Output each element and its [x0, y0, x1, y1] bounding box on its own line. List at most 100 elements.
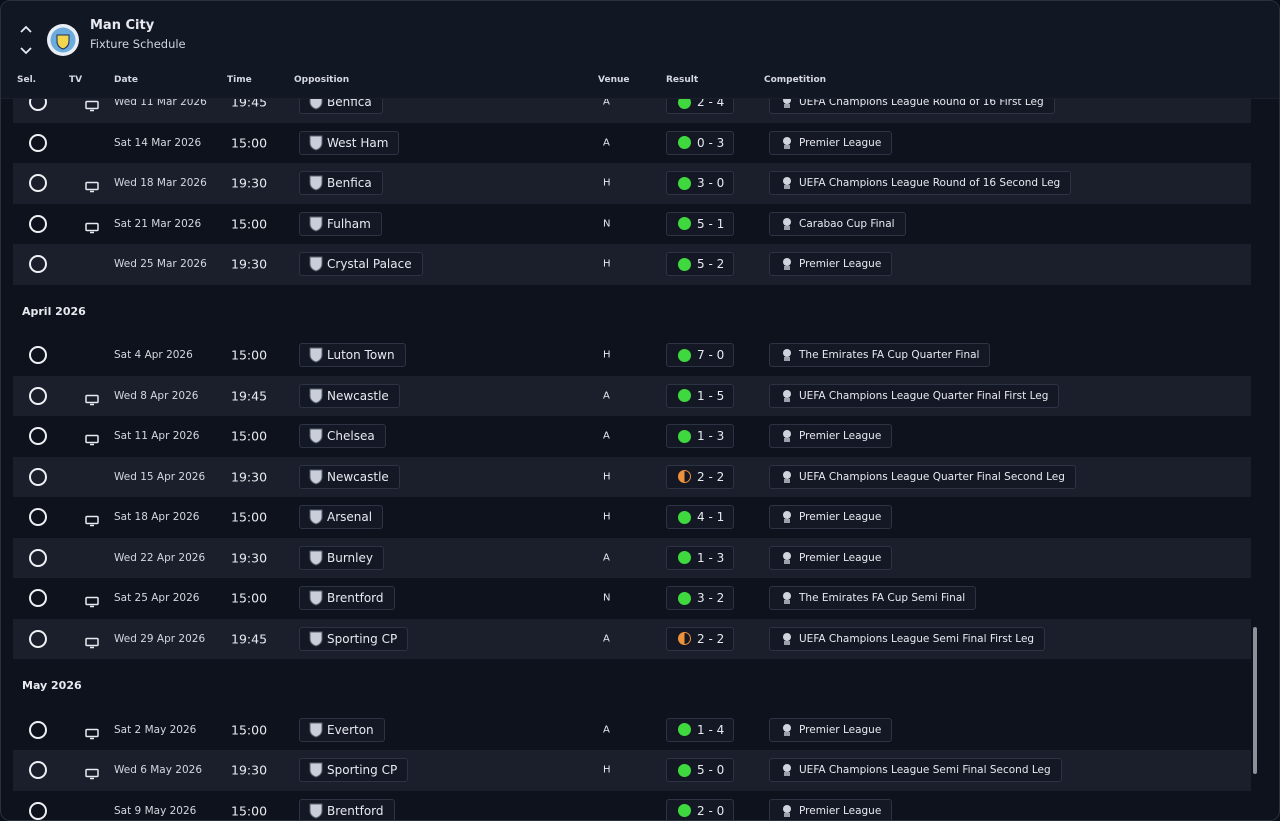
opposition-button[interactable]: Sporting CP	[299, 626, 409, 651]
time: 19:45	[231, 388, 268, 404]
select-radio[interactable]	[29, 346, 47, 365]
select-radio[interactable]	[29, 386, 47, 405]
result-dot	[678, 510, 691, 524]
competition-button[interactable]: Premier League	[769, 424, 893, 449]
fixture-row[interactable]: Sat 2 May 2026 15:00 Everton A 1 - 4 Premier …	[13, 710, 1251, 751]
select-radio[interactable]	[29, 720, 47, 739]
up-arrow[interactable]	[20, 25, 32, 33]
venue: N	[603, 218, 611, 230]
result-box: 1 - 3	[666, 545, 734, 570]
date: Wed 11 Mar 2026	[114, 96, 207, 109]
select-radio[interactable]	[29, 214, 47, 233]
competition-button[interactable]: UEFA Champions League Round of 16 Second…	[769, 171, 1072, 196]
opposition-button[interactable]: Burnley	[299, 545, 384, 570]
result-score: 7 - 0	[697, 348, 725, 363]
fixture-row[interactable]: Sat 11 Apr 2026 15:00 Chelsea A 1 - 3 Premier…	[13, 416, 1251, 457]
select-radio[interactable]	[29, 548, 47, 567]
date: Wed 15 Apr 2026	[114, 470, 206, 483]
fixture-row[interactable]: Wed 18 Mar 2026 19:30 Benfica H 3 - 0 UEFA Ch…	[13, 163, 1251, 204]
select-radio[interactable]	[29, 761, 47, 780]
opposition-button[interactable]: West Ham	[299, 130, 400, 155]
opposition-name: Crystal Palace	[327, 257, 412, 272]
competition-name: Carabao Cup Final	[799, 217, 895, 230]
date: Sat 9 May 2026	[114, 804, 197, 817]
fixture-row[interactable]: Sat 18 Apr 2026 15:00 Arsenal H 4 - 1 Premier…	[13, 497, 1251, 538]
venue: A	[603, 633, 610, 645]
date: Wed 8 Apr 2026	[114, 389, 199, 402]
competition-button[interactable]: Premier League	[769, 717, 893, 742]
competition-button[interactable]: Premier League	[769, 505, 893, 530]
competition-button[interactable]: Premier League	[769, 252, 893, 277]
opposition-button[interactable]: Newcastle	[299, 464, 400, 489]
opposition-button[interactable]: Sporting CP	[299, 758, 409, 783]
opposition-button[interactable]: Chelsea	[299, 424, 386, 449]
select-radio[interactable]	[29, 133, 47, 152]
fixture-row[interactable]: Wed 6 May 2026 19:30 Sporting CP H 5 - 0 UEFA…	[13, 750, 1251, 791]
time: 15:00	[231, 428, 268, 444]
select-radio[interactable]	[29, 467, 47, 486]
fixture-row[interactable]: Sat 4 Apr 2026 15:00 Luton Town H 7 - 0 The E…	[13, 335, 1251, 376]
competition-button[interactable]: The Emirates FA Cup Semi Final	[769, 586, 977, 611]
opposition-button[interactable]: Brentford	[299, 798, 395, 820]
fixture-row[interactable]: Wed 29 Apr 2026 19:45 Sporting CP A 2 - 2 UEF…	[13, 618, 1251, 659]
result-score: 2 - 0	[697, 803, 725, 818]
competition-button[interactable]: Carabao Cup Final	[769, 211, 906, 236]
opposition-button[interactable]: Newcastle	[299, 383, 400, 408]
result-score: 4 - 1	[697, 510, 725, 525]
month-header: April 2026	[1, 285, 1251, 336]
result-box: 5 - 1	[666, 211, 734, 236]
result-box: 1 - 4	[666, 717, 734, 742]
scrollbar-thumb[interactable]	[1253, 627, 1257, 774]
opposition-button[interactable]: Luton Town	[299, 343, 406, 368]
down-arrow[interactable]	[20, 47, 32, 55]
column-header: Competition	[764, 75, 827, 85]
competition-button[interactable]: Premier League	[769, 130, 893, 155]
competition-button[interactable]: Premier League	[769, 545, 893, 570]
fixture-row[interactable]: Wed 25 Mar 2026 19:30 Crystal Palace H 5 - 2…	[13, 244, 1251, 285]
fixture-row[interactable]: Sat 25 Apr 2026 15:00 Brentford N 3 - 2 The E…	[13, 578, 1251, 619]
select-radio[interactable]	[29, 589, 47, 608]
opposition-button[interactable]: Fulham	[299, 211, 382, 236]
select-radio[interactable]	[29, 427, 47, 446]
opposition-name: Newcastle	[327, 388, 389, 403]
opposition-name: Luton Town	[327, 348, 395, 363]
fixture-row[interactable]: Wed 22 Apr 2026 19:30 Burnley A 1 - 3 Premier…	[13, 537, 1251, 578]
opposition-button[interactable]: Benfica	[299, 171, 383, 196]
opposition-button[interactable]: Arsenal	[299, 505, 384, 530]
fixture-row[interactable]: Sat 9 May 2026 15:00 Brentford 2 - 0 Premier…	[13, 791, 1251, 820]
result-box: 7 - 0	[666, 343, 734, 368]
select-radio[interactable]	[29, 508, 47, 527]
venue: H	[603, 511, 611, 523]
opposition-button[interactable]: Brentford	[299, 586, 395, 611]
competition-button[interactable]: The Emirates FA Cup Quarter Final	[769, 343, 991, 368]
result-score: 1 - 3	[697, 429, 725, 444]
time: 15:00	[231, 216, 268, 232]
competition-button[interactable]: UEFA Champions League Semi Final Second …	[769, 758, 1062, 783]
opposition-button[interactable]: Crystal Palace	[299, 252, 423, 277]
select-radio[interactable]	[29, 801, 47, 820]
venue: A	[603, 552, 610, 564]
competition-name: UEFA Champions League Quarter Final Seco…	[799, 470, 1065, 483]
opposition-button[interactable]: Everton	[299, 717, 385, 742]
result-score: 0 - 3	[697, 135, 725, 150]
fixture-row[interactable]: Sat 21 Mar 2026 15:00 Fulham N 5 - 1 Carabao …	[13, 204, 1251, 245]
date: Wed 6 May 2026	[114, 764, 203, 777]
opposition-name: West Ham	[327, 135, 389, 150]
fixture-row[interactable]: Sat 14 Mar 2026 15:00 West Ham A 0 - 3 Premie…	[13, 123, 1251, 164]
title: Man City	[90, 18, 155, 33]
competition-button[interactable]: Premier League	[769, 798, 893, 820]
select-radio[interactable]	[29, 174, 47, 193]
competition-button[interactable]: UEFA Champions League Semi Final First L…	[769, 626, 1046, 651]
select-radio[interactable]	[29, 629, 47, 648]
nav-arrows[interactable]	[18, 23, 34, 59]
tv-icon	[85, 512, 99, 527]
date: Wed 22 Apr 2026	[114, 551, 206, 564]
fixture-row[interactable]: Wed 15 Apr 2026 19:30 Newcastle H 2 - 2 UEFA …	[13, 456, 1251, 497]
competition-name: Premier League	[799, 804, 882, 817]
select-radio[interactable]	[29, 255, 47, 274]
fixture-row[interactable]: Wed 8 Apr 2026 19:45 Newcastle A 1 - 5 UEFA C…	[13, 375, 1251, 416]
time: 19:30	[231, 762, 268, 778]
time: 19:45	[231, 631, 268, 647]
competition-button[interactable]: UEFA Champions League Quarter Final Firs…	[769, 383, 1060, 408]
competition-button[interactable]: UEFA Champions League Quarter Final Seco…	[769, 464, 1076, 489]
